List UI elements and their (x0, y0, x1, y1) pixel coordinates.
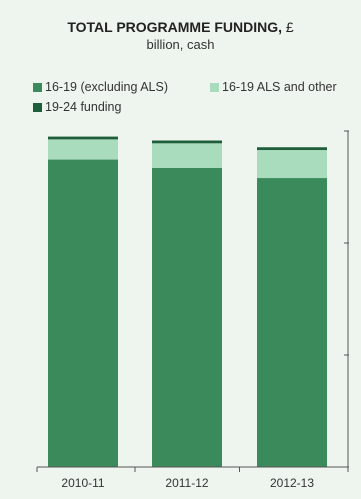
legend-label-16-19-als-and-other: 16-19 ALS and other (222, 80, 337, 94)
bar-2010-11-series-1 (48, 139, 118, 160)
bar-2011-12-series-2 (152, 140, 222, 144)
legend-swatch-16-19-als-and-other (210, 82, 219, 92)
chart-title-block: TOTAL PROGRAMME FUNDING, £ billion, cash (0, 18, 361, 53)
bar-2011-12-series-0 (152, 167, 222, 467)
bar-2012-13-series-0 (257, 178, 327, 468)
x-tick-label-2012-13: 2012-13 (270, 476, 314, 490)
legend-swatch-16-19-excluding-als (33, 82, 42, 92)
chart-title: TOTAL PROGRAMME FUNDING, (67, 19, 282, 35)
legend-label-16-19-excluding-als: 16-19 (excluding ALS) (45, 80, 168, 94)
bar-2011-12-series-1 (152, 143, 222, 168)
bar-2010-11-series-2 (48, 136, 118, 140)
x-tick-label-2011-12: 2011-12 (165, 476, 208, 490)
x-tick-label-2010-11: 2010-11 (61, 476, 104, 490)
legend-item-16-19-excluding-als: 16-19 (excluding ALS) (33, 80, 168, 94)
legend-swatch-19-24-funding (33, 102, 42, 112)
bar-2012-13-series-1 (257, 150, 327, 179)
legend-item-19-24-funding: 19-24 funding (33, 100, 121, 114)
bar-2012-13-series-2 (257, 147, 327, 151)
bar-2010-11-series-0 (48, 159, 118, 467)
legend-item-16-19-als-and-other: 16-19 ALS and other (210, 80, 337, 94)
chart-title-unit: £ (285, 19, 294, 35)
legend-label-19-24-funding: 19-24 funding (45, 100, 122, 114)
chart-subtitle: billion, cash (146, 37, 215, 52)
